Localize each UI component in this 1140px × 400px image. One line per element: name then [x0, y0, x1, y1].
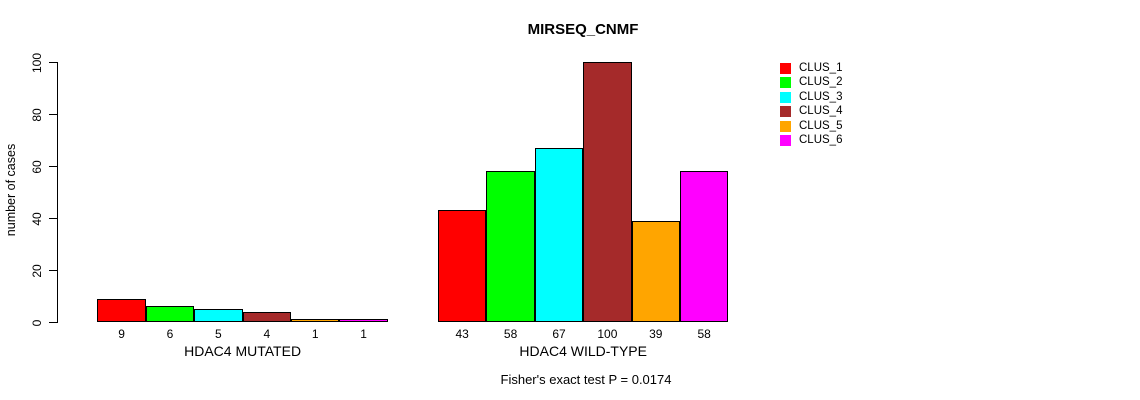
bar-clus_2-wildtype [486, 171, 535, 322]
bar-clus_6-mutated [339, 319, 388, 322]
y-tick-mark [49, 62, 57, 63]
bar-clus_5-mutated [291, 319, 340, 322]
legend-item-clus_6: CLUS_6 [780, 134, 842, 149]
legend-label: CLUS_1 [799, 61, 843, 74]
bar-value-label: 39 [649, 327, 663, 341]
legend-swatch-icon [780, 120, 791, 132]
y-tick-label: 20 [30, 263, 44, 278]
y-tick-label: 60 [30, 159, 44, 174]
y-tick-mark [49, 114, 57, 115]
y-axis-line [57, 62, 58, 323]
legend-item-clus_1: CLUS_1 [780, 61, 842, 76]
bar-clus_3-wildtype [534, 147, 584, 322]
legend-swatch-icon [780, 77, 791, 89]
bar-value-label: 1 [360, 327, 367, 341]
bar-clus_2-mutated [145, 306, 195, 322]
legend-swatch-icon [780, 106, 791, 118]
legend-label: CLUS_6 [799, 134, 843, 146]
legend-item-clus_4: CLUS_4 [780, 105, 842, 120]
bar-clus_1-mutated [97, 298, 146, 322]
bar-value-label: 1 [311, 327, 319, 341]
legend-swatch-icon [780, 62, 791, 74]
category-label-mutated: HDAC4 MUTATED [184, 343, 302, 359]
bar-value-label: 43 [455, 327, 469, 341]
bar-value-label: 67 [552, 327, 566, 341]
legend-label: CLUS_4 [799, 105, 843, 117]
y-tick-mark [49, 322, 57, 323]
legend-swatch-icon [780, 91, 791, 103]
bar-value-label: 6 [166, 327, 174, 341]
y-tick-mark [49, 218, 57, 219]
y-tick-mark [49, 166, 57, 167]
legend-item-clus_2: CLUS_2 [780, 76, 842, 91]
bar-clus_4-wildtype [583, 62, 632, 322]
legend: CLUS_1 CLUS_2 CLUS_3 CLUS_4 CLUS_5 CLUS_6 [780, 61, 842, 148]
y-tick-label: 100 [30, 52, 44, 73]
chart-title: MIRSEQ_CNMF [527, 21, 639, 38]
bar-clus_3-mutated [194, 309, 243, 322]
legend-label: CLUS_5 [799, 119, 843, 132]
bar-clus_6-wildtype [680, 171, 729, 322]
y-tick-mark [49, 270, 57, 271]
legend-item-clus_3: CLUS_3 [780, 90, 842, 105]
legend-item-clus_5: CLUS_5 [780, 119, 842, 134]
bar-value-label: 100 [597, 327, 618, 341]
bar-clus_5-wildtype [631, 220, 680, 322]
y-tick-label: 40 [30, 211, 44, 226]
y-tick-label: 80 [30, 107, 44, 122]
bar-value-label: 9 [118, 327, 125, 341]
bar-value-label: 58 [503, 327, 518, 341]
legend-label: CLUS_3 [799, 90, 843, 103]
bar-clus_4-mutated [242, 311, 291, 322]
annotation-text: Fisher's exact test P = 0.0174 [500, 372, 672, 387]
bar-value-label: 5 [215, 327, 222, 341]
bar-value-label: 58 [697, 327, 711, 341]
y-tick-label: 0 [30, 319, 44, 326]
legend-swatch-icon [780, 135, 791, 147]
category-label-wildtype: HDAC4 WILD-TYPE [519, 343, 647, 359]
legend-label: CLUS_2 [799, 76, 843, 88]
bar-value-label: 4 [263, 327, 271, 341]
bar-clus_1-wildtype [438, 210, 487, 322]
y-axis-label: number of cases [4, 143, 18, 237]
